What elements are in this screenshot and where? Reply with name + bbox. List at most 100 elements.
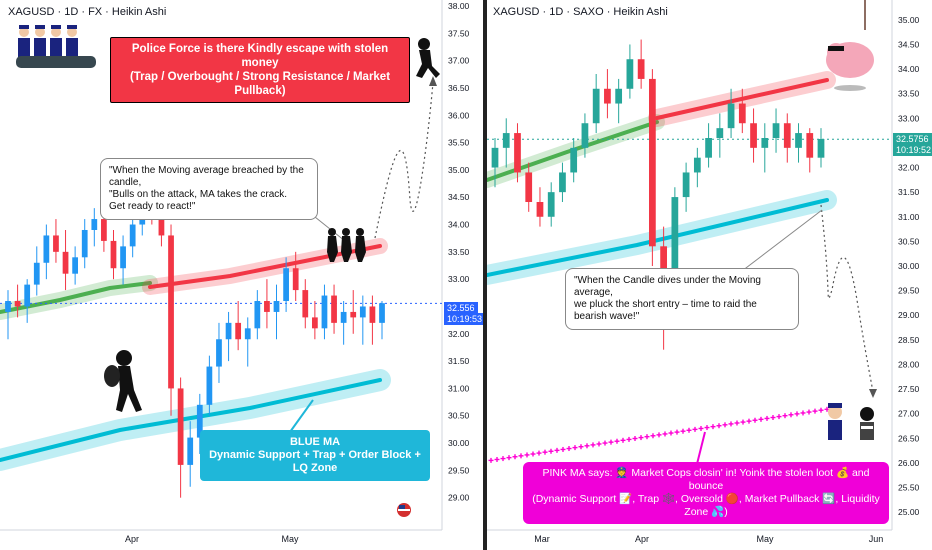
pink-ma-marker: [716, 423, 722, 429]
short-entry-note: "When the Candle dives under the Moving …: [565, 268, 799, 330]
y-tick-label: 30.50: [898, 236, 920, 246]
y-tick-label: 34.00: [898, 64, 920, 74]
ma-breach-note: "When the Moving average breached by the…: [100, 158, 318, 220]
pink-ma-marker: [728, 421, 734, 427]
candle-body: [110, 240, 117, 269]
candle-body: [225, 322, 232, 340]
pink-ma-marker: [584, 443, 590, 449]
candle-body: [806, 133, 814, 158]
candle-body: [359, 306, 366, 318]
pink-ma-marker: [530, 451, 536, 457]
candle-body: [536, 202, 544, 217]
candle-body: [660, 246, 667, 271]
y-tick-label: 35.00: [448, 165, 470, 175]
candle-body: [340, 311, 347, 323]
y-tick-label: 30.50: [448, 411, 470, 421]
pink-ma-marker: [650, 433, 656, 439]
x-tick-label: Apr: [635, 534, 649, 544]
candle-body: [682, 172, 690, 198]
candle-body: [350, 311, 357, 318]
candle-body: [570, 147, 578, 173]
pink-ma-marker: [740, 419, 746, 425]
candle-body: [716, 128, 724, 138]
projection-path: [374, 81, 434, 239]
candle-body: [750, 123, 757, 148]
right-chart-panel[interactable]: 25.00 25.50 26.00 26.50 27.00 27.50 28.00 28.50…: [487, 0, 932, 550]
candle-body: [514, 133, 521, 173]
left-chart-panel[interactable]: 29.0029.5030.0030.5031.0031.5032.0032.50…: [0, 0, 486, 550]
y-tick-label: 28.00: [898, 359, 920, 369]
panel-divider[interactable]: [483, 0, 487, 550]
left-price-label: 32.556: [444, 302, 478, 314]
pink-ma-marker: [566, 446, 572, 452]
pink-ma-marker: [746, 418, 752, 424]
x-tick-label: Apr: [125, 534, 139, 544]
y-tick-label: 29.50: [448, 465, 470, 475]
candle-body: [772, 123, 780, 138]
y-tick-label: 29.00: [898, 310, 920, 320]
pink-ma-marker: [800, 410, 806, 416]
candle-body: [626, 59, 634, 89]
y-tick-label: 25.50: [898, 483, 920, 493]
pink-ma-marker: [512, 454, 518, 460]
candle-body: [321, 295, 328, 329]
candle-body: [33, 262, 40, 285]
y-tick-label: 33.00: [898, 113, 920, 123]
candle-body: [216, 339, 222, 367]
y-tick-label: 33.00: [448, 274, 470, 284]
candle-body: [581, 123, 589, 148]
right-chart-canvas[interactable]: 25.00 25.50 26.00 26.50 27.00 27.50 28.00 28.50…: [487, 0, 932, 550]
pink-ma-marker: [788, 412, 794, 418]
candle-body: [235, 322, 242, 340]
swat-team-icon: [327, 228, 366, 262]
y-tick-label: 36.50: [448, 83, 470, 93]
candle-body: [101, 219, 107, 241]
candle-body: [196, 404, 203, 438]
y-tick-label: 35.50: [448, 138, 470, 148]
pink-ma-marker: [560, 446, 566, 452]
left-timer-label: 10:19:53: [444, 313, 486, 325]
candle-body: [14, 301, 21, 307]
y-tick-label: 37.00: [448, 56, 470, 66]
candle-body: [615, 88, 623, 104]
candle-body: [254, 301, 261, 329]
pink-ma-marker: [638, 435, 644, 441]
y-tick-label: 33.50: [448, 247, 470, 257]
y-tick-label: 32.00: [898, 163, 920, 173]
candle-body: [547, 192, 555, 217]
x-tick-label: Jun: [869, 534, 884, 544]
candle-body: [311, 317, 318, 329]
candle-body: [649, 78, 656, 247]
green-moving-average: [487, 120, 659, 182]
right-price-label: 32.5756: [893, 133, 932, 145]
candle-body: [693, 157, 701, 173]
y-tick-label: 34.50: [448, 192, 470, 202]
candle-body: [783, 123, 791, 148]
pink-ma-marker: [680, 428, 686, 434]
pink-ma-marker: [506, 455, 512, 461]
blue-moving-average: [487, 198, 829, 277]
pink-ma-marker: [764, 415, 770, 421]
pink-ma-marker: [590, 442, 596, 448]
us-flag-icon: [397, 503, 411, 517]
x-tick-label: May: [756, 534, 774, 544]
candle-body: [559, 172, 566, 193]
pink-ma-marker: [572, 445, 578, 451]
projection-path: [820, 204, 874, 393]
y-tick-label: 34.00: [448, 220, 470, 230]
candle-body: [5, 301, 11, 312]
y-tick-label: 26.50: [898, 433, 920, 443]
pink-ma-marker: [614, 438, 620, 444]
pink-ma-marker: [608, 439, 614, 445]
projection-arrowhead: [429, 76, 437, 86]
candle-body: [120, 246, 126, 269]
right-chart-title: XAGUSD · 1D · SAXO · Heikin Ashi: [493, 6, 668, 18]
candle-body: [369, 306, 376, 323]
pink-ma-marker: [518, 453, 524, 459]
candle-body: [637, 59, 645, 79]
candle-body: [302, 290, 309, 318]
candle-body: [379, 303, 385, 323]
pink-ma-marker: [734, 420, 740, 426]
y-tick-label: 34.50: [898, 39, 920, 49]
pink-ma-marker: [632, 435, 638, 441]
